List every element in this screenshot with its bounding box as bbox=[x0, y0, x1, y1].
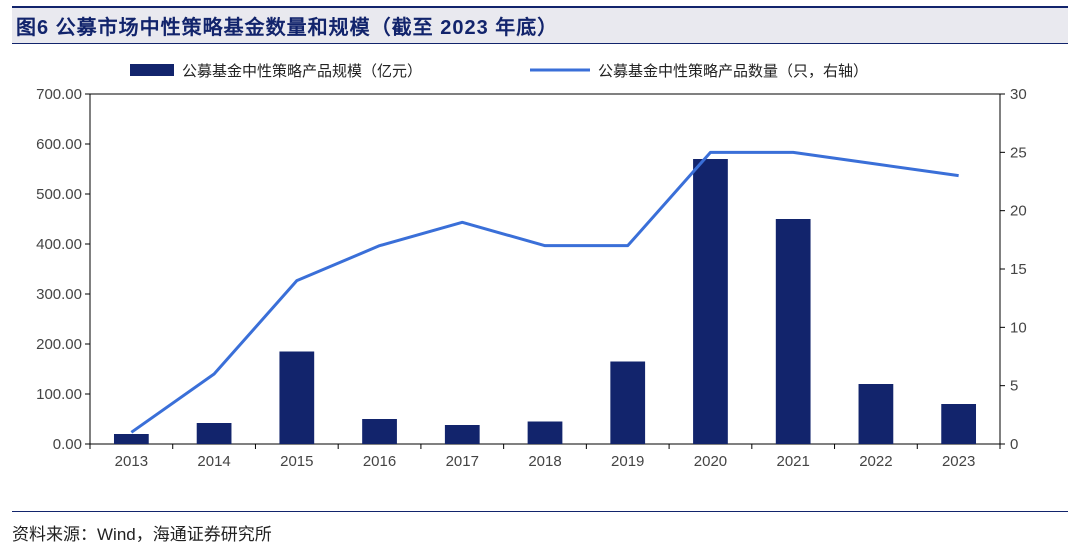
bar bbox=[528, 422, 563, 445]
bar bbox=[279, 352, 314, 445]
y-left-label: 400.00 bbox=[36, 236, 82, 253]
figure-container: 图6 公募市场中性策略基金数量和规模（截至 2023 年底） 0.00 100.0… bbox=[0, 0, 1080, 553]
bar bbox=[197, 423, 232, 444]
source-text: 资料来源：Wind，海通证券研究所 bbox=[12, 525, 272, 544]
chart-title: 图6 公募市场中性策略基金数量和规模（截至 2023 年底） bbox=[16, 11, 558, 40]
bar bbox=[693, 159, 728, 444]
y-left-label: 200.00 bbox=[36, 336, 82, 353]
bar bbox=[776, 219, 811, 444]
line-series bbox=[131, 152, 958, 432]
x-label: 2015 bbox=[280, 453, 313, 470]
x-label: 2018 bbox=[528, 453, 561, 470]
source-bar: 资料来源：Wind，海通证券研究所 bbox=[12, 511, 1068, 545]
y-left-label: 700.00 bbox=[36, 86, 82, 103]
y-left-label: 300.00 bbox=[36, 286, 82, 303]
legend-bar-swatch bbox=[130, 64, 174, 76]
x-label: 2021 bbox=[776, 453, 809, 470]
x-label: 2014 bbox=[197, 453, 230, 470]
combo-chart: 0.00 100.00 200.00 300.00 400.00 500.00 600.00… bbox=[10, 54, 1070, 484]
y-left-label: 600.00 bbox=[36, 136, 82, 153]
x-label: 2017 bbox=[446, 453, 479, 470]
bar bbox=[859, 384, 894, 444]
y-right-label: 15 bbox=[1010, 261, 1027, 278]
y-right-label: 5 bbox=[1010, 378, 1018, 395]
y-left-label: 0.00 bbox=[53, 436, 82, 453]
y-left-label: 500.00 bbox=[36, 186, 82, 203]
x-label: 2019 bbox=[611, 453, 644, 470]
x-label: 2022 bbox=[859, 453, 892, 470]
legend-bar-label: 公募基金中性策略产品规模（亿元） bbox=[182, 63, 422, 80]
y-right-label: 0 bbox=[1010, 436, 1018, 453]
x-label: 2016 bbox=[363, 453, 396, 470]
bar bbox=[114, 434, 149, 444]
y-right-label: 30 bbox=[1010, 86, 1027, 103]
bar bbox=[610, 362, 645, 445]
y-right-label: 25 bbox=[1010, 144, 1027, 161]
y-right-label: 10 bbox=[1010, 319, 1027, 336]
legend-line-label: 公募基金中性策略产品数量（只，右轴） bbox=[598, 63, 868, 80]
bar bbox=[362, 419, 397, 444]
bar bbox=[941, 404, 976, 444]
y-right-label: 20 bbox=[1010, 203, 1027, 220]
x-label: 2013 bbox=[115, 453, 148, 470]
x-label: 2020 bbox=[694, 453, 727, 470]
x-label: 2023 bbox=[942, 453, 975, 470]
bar bbox=[445, 425, 480, 444]
y-left-label: 100.00 bbox=[36, 386, 82, 403]
chart-title-bar: 图6 公募市场中性策略基金数量和规模（截至 2023 年底） bbox=[12, 6, 1068, 44]
